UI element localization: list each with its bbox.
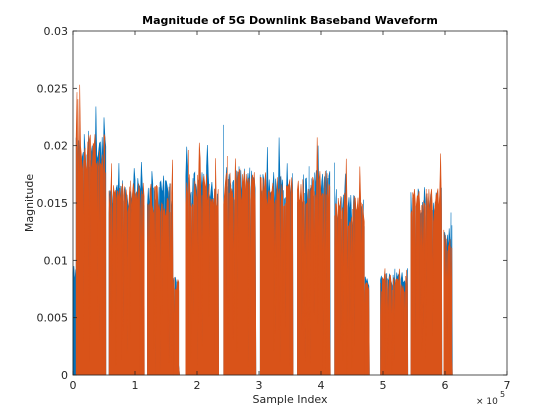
x-tick-label: 0: [70, 379, 77, 392]
ticks-layer: 0 1 2 3 4 5 6 7 0 0.005 0.01 0.015 0.02 0.025 0.03: [37, 25, 511, 392]
y-tick-label: 0.02: [44, 140, 69, 153]
x-tick-label: 7: [504, 379, 511, 392]
series-layer: [72, 84, 453, 376]
x-tick-label: 4: [318, 379, 325, 392]
series-1-segment-3: [173, 277, 180, 376]
series-1-segment-1: [108, 163, 145, 376]
series-1-segment-0: [75, 84, 107, 376]
y-tick-label: 0.03: [44, 25, 69, 38]
series-0-segment-0: [72, 266, 77, 376]
x-exponent-power: 5: [500, 390, 505, 399]
y-axis-label: Magnitude: [23, 174, 36, 233]
series-1-segment-8: [334, 158, 365, 376]
x-axis-label: Sample Index: [252, 393, 328, 406]
series-1-segment-7: [297, 137, 331, 376]
y-tick-label: 0.01: [44, 254, 69, 267]
series-1-segment-9: [364, 282, 370, 376]
series-1-segment-11: [410, 153, 443, 376]
series-1-segment-2: [147, 159, 174, 376]
y-tick-label: 0.005: [37, 312, 69, 325]
series-1-segment-10: [380, 268, 409, 376]
x-tick-label: 1: [132, 379, 139, 392]
y-tick-label: 0: [61, 369, 68, 382]
x-tick-label: 6: [442, 379, 449, 392]
series-1: [75, 84, 453, 376]
series-1-segment-12: [443, 229, 453, 376]
x-tick-label: 3: [256, 379, 263, 392]
chart-title: Magnitude of 5G Downlink Baseband Wavefo…: [142, 14, 438, 27]
y-tick-label: 0.025: [37, 82, 69, 95]
series-1-segment-5: [223, 155, 257, 376]
series-1-segment-4: [185, 142, 220, 376]
x-exponent-base: × 10: [476, 397, 498, 407]
y-tick-label: 0.015: [37, 197, 69, 210]
x-tick-label: 2: [194, 379, 201, 392]
series-1-segment-6: [259, 172, 294, 376]
x-tick-label: 5: [380, 379, 387, 392]
